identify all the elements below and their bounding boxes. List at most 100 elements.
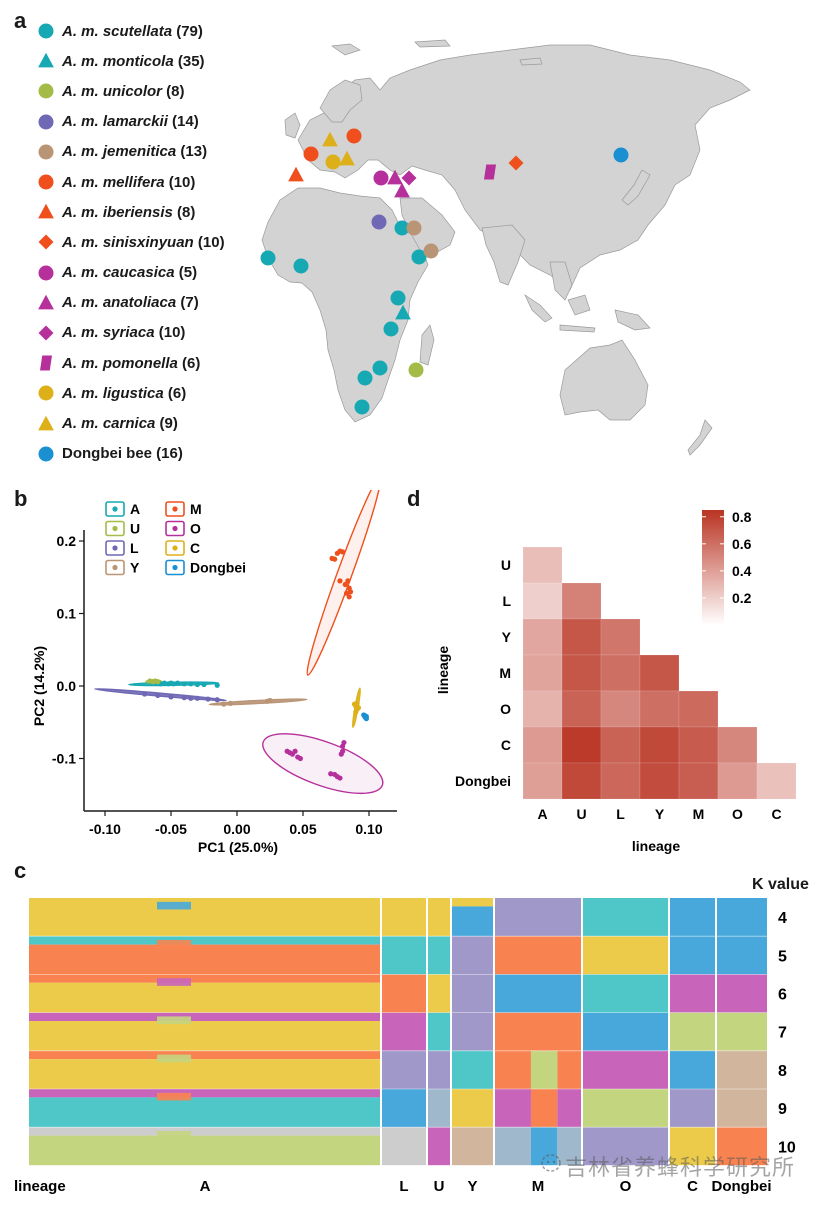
pca-point-m bbox=[343, 590, 350, 596]
pca-point-l bbox=[194, 695, 200, 701]
x-tick-label: 0.10 bbox=[355, 821, 382, 837]
sample-count: (35) bbox=[173, 52, 205, 70]
legend-item: A. m. pomonella (6) bbox=[36, 348, 225, 378]
admixture-segment bbox=[716, 1050, 767, 1089]
legend-label: A. m. iberiensis (8) bbox=[62, 204, 195, 221]
map-marker bbox=[394, 220, 410, 236]
legend-label: A. m. jemenitica (13) bbox=[62, 143, 207, 160]
legend-label: Dongbei bbox=[190, 560, 246, 576]
admixture-segment bbox=[381, 898, 427, 937]
admixture-segment bbox=[427, 1127, 451, 1166]
legend-label: A. m. carnica (9) bbox=[62, 415, 178, 432]
pca-point-o bbox=[297, 755, 303, 762]
admixture-segment bbox=[157, 940, 191, 948]
legend-label: A. m. scutellata (79) bbox=[62, 23, 203, 40]
map-marker bbox=[325, 154, 341, 170]
new-zealand bbox=[687, 419, 713, 456]
australia bbox=[559, 339, 649, 421]
y-axis-label: PC2 (14.2%) bbox=[31, 646, 47, 726]
pca-point-a bbox=[181, 681, 187, 687]
heatmap-cell bbox=[561, 618, 602, 656]
admixture-segment bbox=[157, 1054, 191, 1063]
legend-key-dot bbox=[172, 525, 178, 532]
pca-point-dongbei bbox=[363, 716, 369, 722]
admixture-segment bbox=[530, 1050, 558, 1089]
taxon-name: A. m. scutellata bbox=[62, 22, 173, 40]
circle-symbol bbox=[38, 144, 54, 160]
map-marker bbox=[508, 155, 524, 171]
y-ticks: 0.2 0.1 0.0 -0.1 bbox=[52, 533, 84, 767]
map-marker bbox=[293, 258, 309, 274]
y-tick-label: -0.1 bbox=[52, 751, 76, 767]
admixture-segment bbox=[669, 1127, 716, 1166]
admixture-segment bbox=[582, 1012, 669, 1051]
pca-point-a bbox=[188, 681, 194, 687]
pca-point-o bbox=[292, 748, 298, 754]
pca-point-l bbox=[155, 692, 161, 699]
sample-count: (13) bbox=[176, 143, 208, 161]
y-tick-label: 0.2 bbox=[57, 533, 77, 549]
group-label: U bbox=[434, 1178, 445, 1195]
map-marker bbox=[303, 146, 319, 162]
circle-symbol bbox=[38, 174, 54, 190]
panel-d-label: d bbox=[407, 486, 421, 511]
taxon-name: A. m. ligustica bbox=[62, 384, 164, 402]
map-marker bbox=[346, 128, 362, 144]
circle-marker-icon bbox=[38, 174, 54, 190]
admixture-segment bbox=[669, 936, 716, 975]
legend-label: A. m. syriaca (10) bbox=[62, 324, 185, 341]
legend-label: C bbox=[190, 540, 200, 556]
admixture-segment bbox=[669, 898, 716, 937]
taxon-name: A. m. iberiensis bbox=[62, 203, 173, 221]
group-label: L bbox=[399, 1178, 408, 1195]
legend-item: A. m. lamarckii (14) bbox=[36, 107, 225, 137]
taxon-name: A. m. lamarckii bbox=[62, 113, 168, 131]
group-label: A bbox=[200, 1178, 211, 1195]
x-category-label: M bbox=[693, 806, 705, 822]
colorbar-tick-label: 0.8 bbox=[732, 509, 752, 525]
map-marker bbox=[260, 250, 276, 266]
arctic-islands bbox=[331, 39, 543, 66]
group-label: Y bbox=[467, 1178, 477, 1195]
k-value-header: K value bbox=[752, 876, 809, 893]
admixture-segment bbox=[29, 982, 381, 1013]
heatmap-cell bbox=[678, 726, 719, 764]
group-label: C bbox=[687, 1178, 698, 1195]
admixture-segment bbox=[29, 1012, 381, 1022]
legend-item: A. m. mellifera (10) bbox=[36, 167, 225, 197]
admixture-segment bbox=[157, 901, 191, 910]
heatmap-cell bbox=[678, 762, 719, 800]
admixture-segment bbox=[494, 936, 582, 975]
admixture-segment bbox=[716, 936, 767, 975]
k-value-label: 7 bbox=[778, 1025, 787, 1042]
triangle-symbol bbox=[38, 53, 54, 68]
legend-item: A. m. scutellata (79) bbox=[36, 16, 225, 46]
group-label: O bbox=[620, 1178, 632, 1195]
triangle-marker-icon bbox=[38, 203, 54, 219]
heatmap-y-axis-label: lineage bbox=[435, 646, 451, 694]
admixture-segment bbox=[451, 898, 494, 907]
panel-a-label: a bbox=[14, 8, 27, 33]
circle-symbol bbox=[38, 83, 54, 99]
admixture-segment bbox=[157, 1092, 191, 1101]
taxon-name: A. m. mellifera bbox=[62, 173, 165, 191]
lineage-labels: lineage A L U Y M O C Dongbei bbox=[14, 1178, 772, 1195]
pca-point-o bbox=[338, 751, 344, 757]
triangle-symbol bbox=[38, 415, 54, 430]
legend-key-box bbox=[165, 520, 185, 537]
confidence-ellipse-o bbox=[262, 733, 384, 795]
pca-point-m bbox=[337, 578, 343, 584]
admixture-segment bbox=[29, 1127, 381, 1136]
heatmap-cell bbox=[522, 762, 563, 800]
legend-key-dot bbox=[112, 525, 118, 532]
legend-item: A. m. anatoliaca (7) bbox=[36, 288, 225, 318]
y-category-label: O bbox=[500, 701, 511, 717]
legend-label: A. m. sinisxinyuan (10) bbox=[62, 234, 225, 251]
pca-ellipses bbox=[93, 490, 384, 795]
map-marker bbox=[613, 147, 629, 163]
heatmap-cell bbox=[522, 582, 563, 620]
legend-key-dot bbox=[172, 564, 178, 571]
k-value-label: 4 bbox=[778, 910, 787, 927]
heatmap-cell bbox=[756, 762, 797, 800]
legend-key-box bbox=[165, 501, 185, 517]
